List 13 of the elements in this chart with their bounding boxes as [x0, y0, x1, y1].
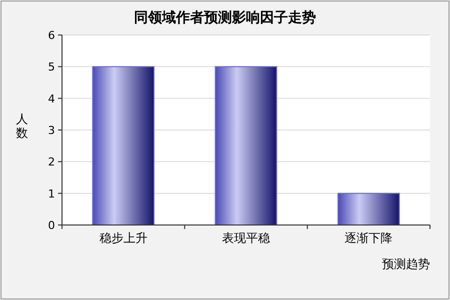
y-tick-label: 1 — [48, 187, 55, 200]
chart-title: 同领域作者预测影响因子走势 — [134, 10, 316, 26]
x-axis-title: 预测趋势 — [382, 257, 430, 271]
x-tick-label: 表现平稳 — [222, 231, 270, 245]
y-tick-label: 0 — [48, 219, 55, 232]
y-tick-label: 5 — [48, 60, 55, 74]
x-tick-label: 稳步上升 — [99, 231, 148, 245]
y-tick-label: 4 — [48, 92, 55, 106]
y-tick-label: 6 — [48, 29, 55, 42]
y-tick-label: 3 — [48, 124, 55, 137]
y-axis-title: 人数 — [16, 112, 28, 140]
y-tick-label: 2 — [48, 156, 55, 169]
x-tick-label: 逐渐下降 — [344, 231, 393, 245]
